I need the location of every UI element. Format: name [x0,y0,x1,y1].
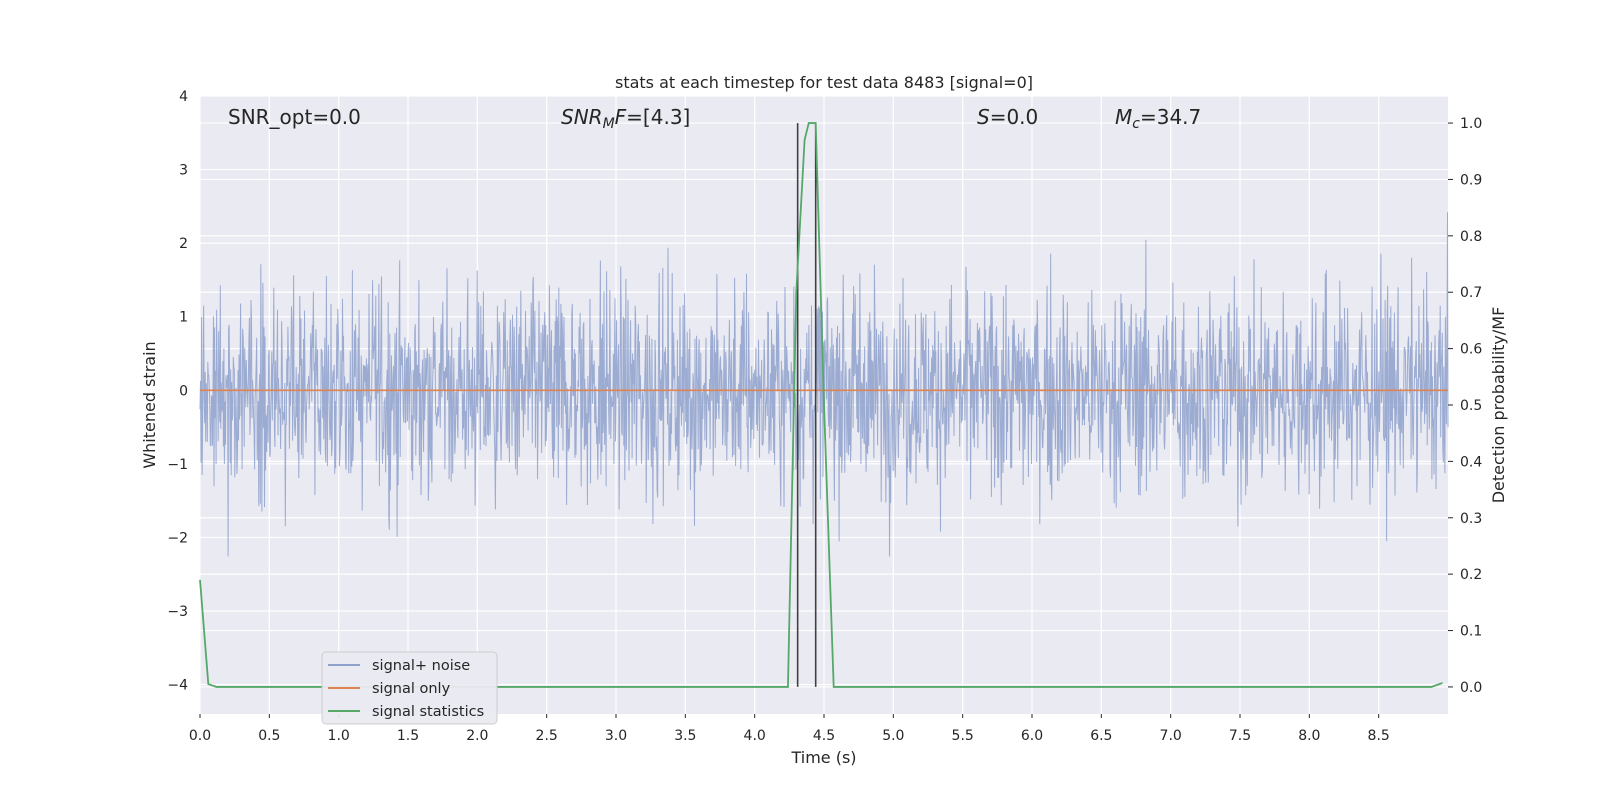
y-tick-label-3: 1 [179,310,188,326]
annotation-snr-mf-base: SNR [561,105,603,129]
y2-tick-label-2: 0.8 [1460,229,1482,245]
x-tick-label-2: 1.0 [328,728,350,744]
legend-box [321,651,498,725]
x-tick-label-17: 8.5 [1368,728,1390,744]
y-tick-label-7: −3 [167,604,188,620]
y-tick-label-2: 2 [179,236,188,252]
x-axis-label: Time (s) [790,748,856,767]
x-tick-label-13: 6.5 [1090,728,1112,744]
x-tick-label-7: 3.5 [674,728,696,744]
legend-label-signal-only: signal only [372,681,451,697]
y-tick-label-5: −1 [167,457,188,473]
y-tick-label-6: −2 [167,530,188,546]
signal-statistics-line [199,122,1443,688]
y2-tick-label-6: 0.4 [1460,454,1482,470]
y2-tick-label-1: 0.9 [1460,172,1482,188]
y2-tick-label-3: 0.7 [1460,285,1482,301]
annotation-snr-mf: SNRMF=[4.3] [561,105,690,132]
y-tick-label-1: 3 [179,163,188,179]
x-tick-label-1: 0.5 [258,728,280,744]
annotation-mc-sub: c [1132,116,1140,132]
annotation-s-value: =0.0 [990,105,1039,129]
x-tick-label-15: 7.5 [1229,728,1251,744]
x-tick-label-0: 0.0 [189,728,211,744]
y-axis-ticks: 4 3 2 1 0 −1 −2 −3 −4 [167,89,188,694]
annotation-s: S=0.0 [977,105,1038,129]
annotation-snr-mf-tail-f: F [615,105,627,129]
y2-tick-label-10: 0.0 [1460,680,1482,696]
y2-axis-label: Detection probability/MF [1489,307,1508,504]
overlay-series [199,122,1448,688]
y-tick-label-4: 0 [179,383,188,399]
x-tick-label-3: 1.5 [397,728,419,744]
signal-noise-series [199,212,1449,557]
legend: signal+ noise signal only signal statist… [321,651,498,725]
x-tick-label-8: 4.0 [744,728,766,744]
x-tick-label-12: 6.0 [1021,728,1043,744]
legend-label-signal-statistics: signal statistics [372,704,484,720]
y2-tick-label-9: 0.1 [1460,624,1482,640]
x-tick-label-9: 4.5 [813,728,835,744]
legend-label-signal-noise: signal+ noise [372,658,470,674]
signal-noise-line [199,212,1449,557]
annotation-snr-mf-tail: =[4.3] [626,105,690,129]
y2-axis-ticks: 1.0 0.9 0.8 0.7 0.6 0.5 0.4 0.3 0.2 0.1 0.0 [1448,116,1482,696]
annotation-s-symbol: S [977,105,990,129]
annotation-snr-opt: SNR_opt=0.0 [228,105,361,129]
y2-tick-label-5: 0.5 [1460,398,1482,414]
x-tick-label-14: 7.0 [1160,728,1182,744]
y-tick-label-0: 4 [179,89,188,105]
y2-tick-label-0: 1.0 [1460,116,1482,132]
x-tick-label-6: 3.0 [605,728,627,744]
x-tick-label-16: 8.0 [1298,728,1320,744]
y2-tick-label-8: 0.2 [1460,567,1482,583]
annotation-mc-base: M [1115,105,1132,129]
y2-tick-label-7: 0.3 [1460,511,1482,527]
x-tick-label-10: 5.0 [882,728,904,744]
x-axis-ticks: 0.0 0.5 1.0 1.5 2.0 2.5 3.0 3.5 4.0 4.5 5.0 5.5 6.0 6… [189,714,1390,744]
annotation-mc-value: =34.7 [1140,105,1201,129]
x-tick-label-5: 2.5 [536,728,558,744]
x-tick-label-4: 2.0 [466,728,488,744]
y-axis-label: Whitened strain [140,341,159,468]
y-tick-label-8: −4 [167,678,188,694]
y2-tick-label-4: 0.6 [1460,342,1482,358]
annotation-mc: Mc=34.7 [1115,105,1201,132]
annotation-snr-mf-sub: M [603,116,615,132]
chart-title: stats at each timestep for test data 848… [615,73,1033,92]
x-tick-label-11: 5.5 [952,728,974,744]
